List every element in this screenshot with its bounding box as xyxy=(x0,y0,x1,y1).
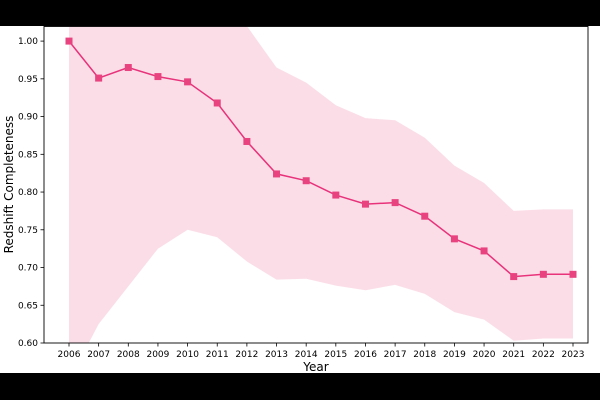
x-tick-label-2020: 2020 xyxy=(473,350,496,360)
x-tick-label-2021: 2021 xyxy=(502,350,525,360)
confidence-band xyxy=(69,26,573,343)
x-tick-label-2013: 2013 xyxy=(265,350,288,360)
x-tick-label-2011: 2011 xyxy=(206,350,229,360)
completeness-chart: 2006 2007 2008 2009 2010 2011 2012 2013 2014 2015… xyxy=(2,26,589,374)
ticks-layer: 2006 2007 2008 2009 2010 2011 2012 2013 2014 2015… xyxy=(18,37,585,360)
x-tick-label-2014: 2014 xyxy=(295,350,318,360)
data-point-2011 xyxy=(213,99,221,107)
data-point-2021 xyxy=(510,273,518,281)
x-tick-label-2007: 2007 xyxy=(87,350,110,360)
y-tick-label-0.80: 0.80 xyxy=(18,188,38,198)
data-point-2019 xyxy=(450,235,458,243)
x-tick-label-2019: 2019 xyxy=(443,350,466,360)
data-point-2007 xyxy=(95,74,103,82)
x-tick-label-2018: 2018 xyxy=(413,350,436,360)
data-point-2016 xyxy=(361,200,369,208)
y-tick-label-0.85: 0.85 xyxy=(18,150,38,160)
data-point-2010 xyxy=(184,78,192,86)
plot-frame xyxy=(43,26,589,344)
x-tick-label-2015: 2015 xyxy=(324,350,347,360)
data-point-2012 xyxy=(243,137,251,145)
y-tick-label-0.90: 0.90 xyxy=(18,113,38,123)
axes-layer xyxy=(43,26,589,344)
y-tick-label-0.60: 0.60 xyxy=(18,339,38,349)
data-point-2008 xyxy=(124,64,132,72)
data-point-2020 xyxy=(480,247,488,255)
series-marker-layer xyxy=(65,37,577,281)
data-point-2013 xyxy=(273,170,281,178)
x-tick-label-2009: 2009 xyxy=(146,350,169,360)
series-line xyxy=(68,40,573,278)
x-tick-label-2017: 2017 xyxy=(384,350,407,360)
data-point-2018 xyxy=(421,212,429,220)
y-tick-label-0.65: 0.65 xyxy=(18,301,38,311)
data-point-2006 xyxy=(65,37,73,45)
data-point-2015 xyxy=(332,191,340,199)
x-tick-label-2012: 2012 xyxy=(235,350,258,360)
data-point-2014 xyxy=(302,177,310,185)
y-tick-label-1.00: 1.00 xyxy=(18,37,38,47)
y-tick-label-0.95: 0.95 xyxy=(18,75,38,85)
confidence-band-layer xyxy=(69,26,573,343)
chart-area: 2006 2007 2008 2009 2010 2011 2012 2013 2014 2015… xyxy=(0,26,600,374)
x-tick-label-2006: 2006 xyxy=(58,350,81,360)
data-point-2009 xyxy=(154,73,162,81)
y-tick-label-0.70: 0.70 xyxy=(18,264,38,274)
data-point-2022 xyxy=(539,270,547,278)
series-line-layer xyxy=(68,40,573,278)
x-axis-label: Year xyxy=(302,360,328,373)
x-tick-label-2023: 2023 xyxy=(562,350,585,360)
x-tick-label-2010: 2010 xyxy=(176,350,199,360)
y-axis-label: Redshift Completeness xyxy=(2,116,16,254)
data-point-2017 xyxy=(391,199,399,207)
x-tick-label-2016: 2016 xyxy=(354,350,377,360)
x-tick-label-2008: 2008 xyxy=(117,350,140,360)
y-tick-label-0.75: 0.75 xyxy=(18,226,38,236)
data-point-2023 xyxy=(569,270,577,278)
x-tick-label-2022: 2022 xyxy=(532,350,555,360)
